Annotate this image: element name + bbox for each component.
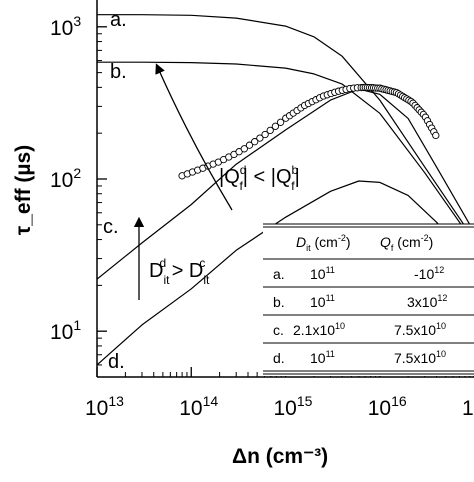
x-tick-label: 1017	[462, 393, 474, 420]
table-cell-qf: -1012	[414, 265, 444, 282]
curve-label-c: c.	[103, 216, 119, 238]
x-tick-label: 1015	[274, 393, 313, 420]
data-point-marker	[261, 130, 269, 139]
qf-annotation-sup-d: d	[240, 163, 247, 177]
x-tick-label: 1016	[368, 393, 407, 420]
x-tick-label: 1014	[179, 393, 218, 420]
table-header-dit: Dit (cm-2)	[296, 233, 351, 253]
qf-annotation-sub-f: f	[239, 179, 243, 193]
qf-annotation-sup-b: b	[292, 163, 299, 177]
table-cell-dit: 2.1x1010	[293, 321, 345, 338]
qf-annotation: |Qd f| < |Qb f|	[219, 163, 300, 193]
dit-annotation-mid: > D	[166, 260, 203, 282]
table-row: b. 1011 3x1012	[273, 293, 447, 310]
data-point-marker	[266, 126, 274, 135]
y-tick-label: 103	[50, 13, 81, 40]
series-line-a	[97, 14, 474, 240]
table-cell-dit: 1011	[310, 293, 335, 310]
data-point-marker	[251, 138, 259, 146]
table-row-label: b.	[273, 294, 285, 310]
table-cell-qf: 7.5x1010	[394, 321, 446, 338]
series-line-b	[97, 61, 474, 244]
dit-annotation-sub-it: it	[163, 273, 170, 287]
series-line-c	[97, 88, 474, 280]
data-point-marker	[432, 131, 440, 140]
data-point-marker	[276, 118, 285, 126]
qf-annotation-sub-f2: f	[291, 179, 295, 193]
qf-annotation-end: |	[295, 166, 300, 188]
dit-annotation-sup-c: c	[199, 256, 205, 270]
dit-annotation-sub-it2: it	[203, 273, 210, 287]
curve-label-b: b.	[110, 61, 127, 83]
y-tick-label: 102	[50, 165, 81, 192]
data-point-marker	[271, 122, 280, 130]
data-point-marker	[240, 145, 248, 153]
curve-label-d: d.	[108, 351, 125, 373]
qf-annotation-mid: | < |Q	[243, 166, 292, 188]
y-tick-label: 101	[50, 317, 81, 344]
qf-annotation-main: |Q	[219, 166, 240, 188]
table-cell-qf: 3x1012	[407, 293, 447, 310]
table-row-label: c.	[273, 322, 284, 338]
table-cell-qf: 7.5x1010	[394, 349, 446, 366]
table-row-label: d.	[273, 350, 285, 366]
series-line-d	[97, 180, 474, 366]
curve-label-a: a.	[110, 9, 127, 31]
parameter-table: Dit (cm-2) Qf (cm-2) a. 1011 -1012 b. 10…	[263, 223, 474, 376]
table-cell-dit: 1011	[310, 265, 335, 282]
table-header-qf: Qf (cm-2)	[380, 233, 433, 253]
table-row: a. 1011 -1012	[273, 265, 444, 282]
table-background	[263, 224, 474, 376]
model-curves	[97, 14, 474, 366]
x-axis-title: Δn (cm⁻³)	[232, 445, 328, 468]
data-point-marker	[256, 134, 264, 142]
y-axis-title: τ_eff (µs)	[12, 145, 35, 235]
data-point-marker	[245, 141, 254, 149]
dit-annotation-sup-d: d	[159, 256, 166, 270]
table-row: d. 1011 7.5x1010	[273, 349, 446, 366]
measured-data-markers	[178, 83, 440, 180]
table-cell-dit: 1011	[310, 349, 335, 366]
table-row-label: a.	[273, 266, 285, 282]
qf-arrow	[155, 63, 233, 211]
x-tick-label: 1013	[85, 393, 124, 420]
dit-annotation: Dit d > Dit c	[149, 256, 210, 287]
dit-annotation-main: D	[149, 260, 163, 282]
table-row: c. 2.1x1010 7.5x1010	[273, 321, 446, 338]
